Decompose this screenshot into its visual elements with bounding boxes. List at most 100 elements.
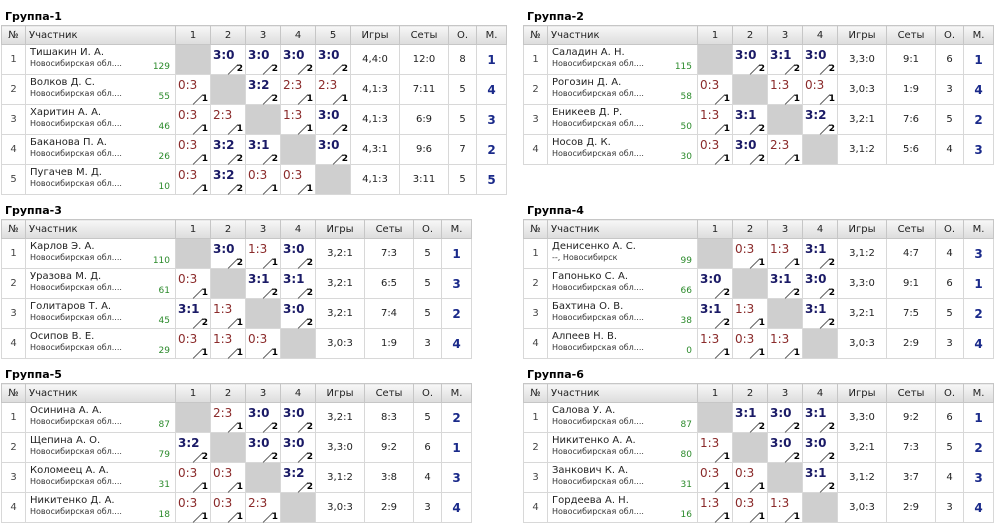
participant-name[interactable]: Саладин А. Н. bbox=[552, 47, 625, 58]
match-result-cell[interactable]: 3:0 2 bbox=[280, 298, 316, 329]
match-score[interactable]: 3:1 bbox=[735, 406, 757, 420]
match-score[interactable]: 3:1 bbox=[805, 242, 827, 256]
match-result-cell[interactable]: 3:2 2 bbox=[175, 432, 211, 463]
match-score[interactable]: 3:0 bbox=[700, 272, 722, 286]
match-result-cell[interactable]: 3:1 2 bbox=[732, 402, 768, 433]
match-result-cell[interactable]: 0:3 1 bbox=[732, 492, 768, 523]
participant-name[interactable]: Уразова М. Д. bbox=[30, 271, 102, 282]
participant-cell[interactable]: Еникеев Д. Р. Новосибирская обл.... 50 bbox=[547, 104, 698, 135]
match-score[interactable]: 3:0 bbox=[283, 242, 305, 256]
match-result-cell[interactable]: 0:3 1 bbox=[732, 462, 768, 493]
participant-cell[interactable]: Пугачев М. Д. Новосибирская обл.... 10 bbox=[25, 164, 176, 195]
participant-cell[interactable]: Алпеев Н. В. Новосибирская обл.... 0 bbox=[547, 328, 698, 359]
participant-name[interactable]: Занкович К. А. bbox=[552, 465, 629, 476]
participant-name[interactable]: Бахтина О. В. bbox=[552, 301, 624, 312]
participant-cell[interactable]: Носов Д. К. Новосибирская обл.... 30 bbox=[547, 134, 698, 165]
participant-name[interactable]: Осинина А. А. bbox=[30, 405, 102, 416]
match-score[interactable]: 0:3 bbox=[735, 332, 755, 346]
match-result-cell[interactable]: 3:1 2 bbox=[280, 268, 316, 299]
participant-name[interactable]: Тишакин И. А. bbox=[30, 47, 104, 58]
match-result-cell[interactable]: 1:3 1 bbox=[210, 298, 246, 329]
match-result-cell[interactable]: 3:1 2 bbox=[245, 268, 281, 299]
match-result-cell[interactable]: 2:3 1 bbox=[210, 402, 246, 433]
participant-cell[interactable]: Гордеева А. Н. Новосибирская обл.... 16 bbox=[547, 492, 698, 523]
match-result-cell[interactable]: 1:3 1 bbox=[767, 238, 803, 269]
match-score[interactable]: 3:1 bbox=[248, 272, 270, 286]
participant-cell[interactable]: Занкович К. А. Новосибирская обл.... 31 bbox=[547, 462, 698, 493]
match-result-cell[interactable]: 1:3 1 bbox=[697, 492, 733, 523]
match-score[interactable]: 0:3 bbox=[700, 466, 720, 480]
match-result-cell[interactable]: 0:3 1 bbox=[210, 492, 246, 523]
match-score[interactable]: 0:3 bbox=[248, 332, 268, 346]
match-result-cell[interactable]: 3:1 2 bbox=[802, 462, 838, 493]
match-score[interactable]: 3:0 bbox=[283, 48, 305, 62]
match-result-cell[interactable]: 3:0 2 bbox=[245, 432, 281, 463]
match-score[interactable]: 3:0 bbox=[318, 108, 340, 122]
match-score[interactable]: 1:3 bbox=[248, 242, 268, 256]
match-score[interactable]: 1:3 bbox=[770, 332, 790, 346]
match-result-cell[interactable]: 0:3 1 bbox=[175, 492, 211, 523]
match-score[interactable]: 3:1 bbox=[735, 108, 757, 122]
match-score[interactable]: 1:3 bbox=[770, 78, 790, 92]
match-result-cell[interactable]: 3:0 2 bbox=[245, 44, 281, 75]
match-score[interactable]: 0:3 bbox=[178, 78, 198, 92]
participant-name[interactable]: Баканова П. А. bbox=[30, 137, 107, 148]
match-score[interactable]: 3:0 bbox=[248, 436, 270, 450]
match-result-cell[interactable]: 1:3 1 bbox=[697, 432, 733, 463]
participant-cell[interactable]: Салова У. А. Новосибирская обл.... 87 bbox=[547, 402, 698, 433]
match-result-cell[interactable]: 3:0 2 bbox=[802, 268, 838, 299]
match-score[interactable]: 3:0 bbox=[248, 48, 270, 62]
match-result-cell[interactable]: 3:0 2 bbox=[210, 238, 246, 269]
participant-name[interactable]: Еникеев Д. Р. bbox=[552, 107, 623, 118]
participant-cell[interactable]: Баканова П. А. Новосибирская обл.... 26 bbox=[25, 134, 176, 165]
match-result-cell[interactable]: 2:3 1 bbox=[315, 74, 351, 105]
match-score[interactable]: 3:2 bbox=[213, 138, 235, 152]
match-score[interactable]: 3:1 bbox=[805, 302, 827, 316]
participant-name[interactable]: Носов Д. К. bbox=[552, 137, 611, 148]
match-score[interactable]: 3:0 bbox=[318, 48, 340, 62]
match-score[interactable]: 3:0 bbox=[283, 436, 305, 450]
match-result-cell[interactable]: 0:3 1 bbox=[245, 328, 281, 359]
match-score[interactable]: 3:2 bbox=[248, 78, 270, 92]
participant-cell[interactable]: Бахтина О. В. Новосибирская обл.... 38 bbox=[547, 298, 698, 329]
participant-cell[interactable]: Тишакин И. А. Новосибирская обл.... 129 bbox=[25, 44, 176, 75]
match-score[interactable]: 3:0 bbox=[735, 48, 757, 62]
participant-cell[interactable]: Гапонько С. А. Новосибирская обл.... 66 bbox=[547, 268, 698, 299]
match-result-cell[interactable]: 0:3 1 bbox=[175, 268, 211, 299]
match-result-cell[interactable]: 3:0 2 bbox=[280, 402, 316, 433]
participant-cell[interactable]: Уразова М. Д. Новосибирская обл.... 61 bbox=[25, 268, 176, 299]
match-score[interactable]: 3:0 bbox=[318, 138, 340, 152]
match-score[interactable]: 3:0 bbox=[805, 272, 827, 286]
match-score[interactable]: 3:0 bbox=[248, 406, 270, 420]
match-result-cell[interactable]: 3:1 2 bbox=[767, 268, 803, 299]
match-result-cell[interactable]: 3:1 2 bbox=[697, 298, 733, 329]
match-result-cell[interactable]: 3:0 2 bbox=[245, 402, 281, 433]
match-result-cell[interactable]: 1:3 1 bbox=[767, 492, 803, 523]
match-result-cell[interactable]: 3:0 2 bbox=[315, 44, 351, 75]
match-score[interactable]: 2:3 bbox=[213, 406, 233, 420]
participant-cell[interactable]: Голитаров Т. А. Новосибирская обл.... 45 bbox=[25, 298, 176, 329]
match-result-cell[interactable]: 2:3 1 bbox=[245, 492, 281, 523]
match-result-cell[interactable]: 0:3 1 bbox=[175, 328, 211, 359]
participant-name[interactable]: Осипов В. Е. bbox=[30, 331, 95, 342]
match-result-cell[interactable]: 1:3 1 bbox=[767, 74, 803, 105]
match-score[interactable]: 3:2 bbox=[805, 108, 827, 122]
match-score[interactable]: 0:3 bbox=[178, 272, 198, 286]
match-score[interactable]: 2:3 bbox=[213, 108, 233, 122]
match-result-cell[interactable]: 1:3 1 bbox=[280, 104, 316, 135]
match-score[interactable]: 3:0 bbox=[805, 48, 827, 62]
match-score[interactable]: 1:3 bbox=[283, 108, 303, 122]
participant-cell[interactable]: Никитенко Д. А. Новосибирская обл.... 18 bbox=[25, 492, 176, 523]
match-score[interactable]: 0:3 bbox=[213, 496, 233, 510]
match-score[interactable]: 3:0 bbox=[283, 406, 305, 420]
participant-cell[interactable]: Осинина А. А. Новосибирская обл.... 87 bbox=[25, 402, 176, 433]
match-result-cell[interactable]: 0:3 1 bbox=[245, 164, 281, 195]
match-score[interactable]: 0:3 bbox=[283, 168, 303, 182]
match-result-cell[interactable]: 3:0 2 bbox=[280, 238, 316, 269]
participant-name[interactable]: Рогозин Д. А. bbox=[552, 77, 622, 88]
participant-name[interactable]: Денисенко А. С. bbox=[552, 241, 636, 252]
match-score[interactable]: 3:1 bbox=[770, 272, 792, 286]
match-score[interactable]: 0:3 bbox=[178, 168, 198, 182]
match-result-cell[interactable]: 0:3 1 bbox=[175, 134, 211, 165]
match-score[interactable]: 1:3 bbox=[735, 302, 755, 316]
